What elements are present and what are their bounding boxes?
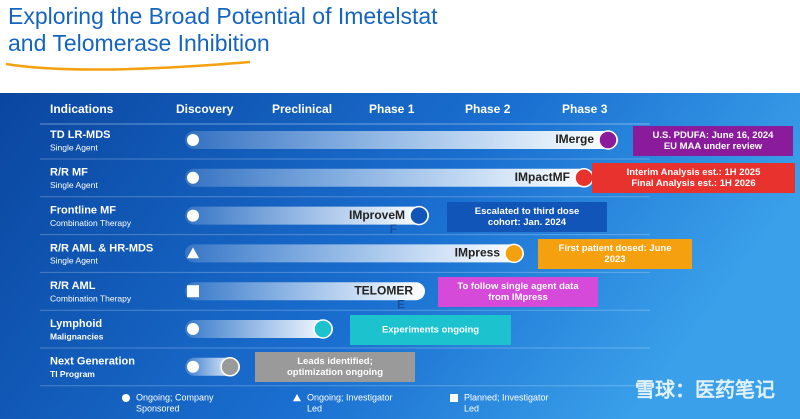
progress-bar [185,320,333,338]
indication: Frontline MF [50,205,116,217]
end-marker [220,357,240,377]
status-box [447,202,607,232]
status-text: Experiments ongoing [382,325,479,336]
legend-label: Ongoing; Company [136,392,214,402]
program-name: TELOMER [354,283,413,297]
legend-label: Planned; Investigator [464,392,549,402]
progress-bar [185,131,618,149]
end-marker [313,319,333,339]
status-text: Interim Analysis est.: 1H 2025 [627,167,761,178]
status-text: Escalated to third dose [475,206,580,217]
status-box [438,277,598,307]
progress-bar [185,282,425,301]
indication-detail: Malignancies [50,331,104,341]
program-name: IMproveM [349,208,405,222]
indication: Next Generation [50,356,135,368]
indication: R/R MF [50,167,88,179]
program-name: IMerge [555,132,594,146]
indication-detail: Single Agent [50,142,98,152]
status-text: 2023 [604,254,625,265]
program-name: F [390,222,397,236]
end-marker [409,205,429,226]
indication: R/R AML [50,280,96,292]
start-marker [187,171,199,184]
legend-label: Led [464,403,479,413]
start-marker [187,323,199,335]
title-line: Exploring the Broad Potential of Imetels… [8,3,438,29]
indication-detail: Single Agent [50,180,98,190]
title-line: and Telomerase Inhibition [8,30,270,56]
status-box [255,352,415,382]
start-marker [187,209,199,222]
indication: Lymphoid [50,318,102,330]
status-text: Leads identified; [297,356,372,367]
program-name: IMpactMF [515,170,570,184]
legend-label: Ongoing; Investigator [307,392,393,402]
legend-label: Sponsored [136,403,180,413]
status-box [350,315,511,345]
end-marker [504,243,524,264]
legend-marker [122,394,130,402]
status-text: First patient dosed: June [559,243,672,254]
legend-marker [450,394,458,402]
progress-bar [185,168,594,187]
progress-bar [185,244,524,263]
start-marker [187,247,199,259]
status-text: U.S. PDUFA: June 16, 2024 [653,130,775,141]
indication-detail: Combination Therapy [50,218,132,228]
start-marker [187,360,199,373]
indication-detail: Single Agent [50,256,98,266]
program-name: IMpress [455,246,501,260]
legend-label: Led [307,403,322,413]
start-marker [187,285,199,298]
progress-bar [185,206,429,225]
program-name: E [397,297,405,311]
column-header: Discovery [176,102,234,116]
legend-marker [293,394,301,402]
column-header: Phase 1 [369,102,415,116]
status-text: optimization ongoing [287,367,383,378]
status-text: To follow single agent data [457,281,579,292]
status-text: from IMpress [488,292,548,303]
end-marker [574,168,594,188]
swoosh [5,60,251,71]
start-marker [187,134,199,146]
indication: TD LR-MDS [50,129,111,141]
column-header: Phase 3 [562,102,608,116]
indication-detail: Combination Therapy [50,293,132,303]
status-box [538,239,692,269]
status-box [633,126,793,156]
status-text: EU MAA under review [664,141,763,152]
end-marker [598,130,618,150]
status-text: cohort: Jan. 2024 [488,217,567,228]
column-header: Indications [50,102,114,116]
watermark: 雪球：医药笔记 [635,377,775,401]
column-header: Phase 2 [465,102,511,116]
column-header: Preclinical [272,102,332,116]
indication: R/R AML & HR-MDS [50,242,153,254]
indication-detail: TI Program [50,369,95,379]
status-box [592,163,795,193]
status-text: Final Analysis est.: 1H 2026 [631,178,755,189]
